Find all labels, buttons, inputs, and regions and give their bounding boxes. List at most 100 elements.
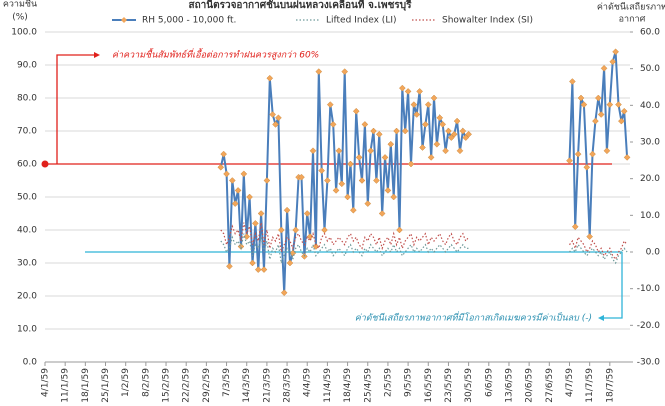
data-marker (217, 163, 225, 171)
x-tick-label: 11/4/59 (323, 368, 333, 403)
data-marker (373, 177, 380, 184)
x-tick-label: 4/7/59 (565, 368, 575, 397)
data-marker (615, 101, 622, 108)
x-tick-label: 25/4/59 (363, 368, 373, 403)
legend-label: Lifted Index (LI) (326, 16, 397, 26)
data-marker (257, 210, 265, 217)
data-marker (439, 121, 447, 128)
data-marker (228, 177, 236, 184)
y2-tick-label: -10.0 (637, 284, 661, 294)
x-tick-label: 18/1/59 (81, 368, 91, 403)
data-marker (580, 101, 588, 108)
data-marker (600, 64, 608, 72)
data-marker (269, 111, 277, 118)
y-tick-label: 50.0 (17, 193, 37, 203)
data-marker (352, 107, 360, 115)
x-tick-label: 8/2/59 (141, 368, 151, 397)
data-marker (318, 167, 326, 174)
y2-tick-label: -20.0 (637, 321, 661, 331)
data-marker (465, 130, 472, 138)
x-tick-label: 23/5/59 (444, 368, 454, 403)
data-marker (338, 180, 346, 188)
data-marker (315, 68, 323, 75)
data-marker (254, 266, 262, 273)
legend-label: Showalter Index (SI) (442, 16, 533, 26)
y-tick-label: 40.0 (17, 226, 37, 236)
data-marker (445, 127, 452, 135)
data-marker (378, 210, 386, 217)
data-marker (396, 226, 403, 234)
data-marker (453, 117, 461, 125)
data-marker (370, 127, 377, 135)
x-tick-label: 11/7/59 (585, 368, 595, 403)
data-marker (347, 160, 354, 168)
x-tick-label: 1/2/59 (121, 368, 131, 397)
y-tick-label: 10.0 (17, 325, 37, 335)
data-marker (586, 233, 594, 240)
data-marker (387, 140, 395, 148)
series-line (220, 222, 628, 261)
data-marker (413, 111, 421, 118)
data-marker (275, 114, 282, 122)
data-marker (277, 226, 285, 234)
data-marker (335, 147, 343, 155)
data-marker (341, 68, 349, 75)
data-marker (393, 127, 400, 135)
data-marker (355, 154, 363, 161)
data-marker (390, 193, 398, 201)
data-marker (260, 266, 268, 273)
arrow-head (94, 52, 100, 58)
data-marker (349, 206, 357, 214)
data-marker (612, 48, 619, 56)
y2-axis-label: ค่าดัชนีเสถียรภาพ (597, 2, 665, 13)
y-tick-label: 90.0 (17, 61, 37, 71)
x-tick-label: 22/2/59 (182, 368, 192, 403)
x-tick-label: 11/1/59 (61, 368, 71, 403)
x-tick-label: 16/5/59 (424, 368, 434, 403)
data-marker (246, 193, 253, 201)
legend-marker (121, 17, 127, 23)
arrow-head (598, 315, 604, 321)
data-marker (416, 88, 423, 95)
data-marker (606, 101, 614, 108)
data-marker (292, 226, 300, 234)
x-tick-label: 15/2/59 (162, 368, 172, 403)
data-marker (620, 107, 628, 115)
y2-tick-label: 0.0 (646, 248, 661, 258)
y-tick-label: 60.0 (17, 160, 37, 170)
x-tick-label: 21/3/59 (262, 368, 272, 403)
x-tick-label: 20/6/59 (525, 368, 535, 403)
data-marker (401, 127, 409, 135)
y-tick-label: 30.0 (17, 259, 37, 269)
data-marker (358, 177, 366, 184)
data-marker (571, 223, 579, 231)
data-marker (367, 147, 374, 155)
data-marker (240, 170, 248, 178)
x-tick-label: 30/5/59 (464, 368, 474, 403)
data-marker (577, 94, 585, 102)
legend-label: RH 5,000 - 10,000 ft. (142, 16, 236, 26)
data-marker (398, 84, 406, 92)
data-marker (266, 74, 274, 82)
data-marker (459, 127, 467, 135)
data-marker (450, 130, 458, 138)
annotation-arrow (56, 54, 96, 164)
data-marker (594, 94, 602, 102)
data-marker (404, 88, 412, 95)
data-marker (407, 160, 415, 168)
data-marker (231, 200, 239, 207)
data-marker (597, 111, 605, 118)
data-marker (430, 94, 438, 102)
x-tick-label: 25/1/59 (101, 368, 111, 403)
data-marker (263, 177, 271, 184)
data-marker (436, 114, 444, 122)
y-tick-label: 0.0 (23, 358, 38, 368)
x-tick-label: 14/3/59 (242, 368, 252, 403)
data-marker (361, 121, 369, 128)
x-tick-label: 28/3/59 (283, 368, 293, 403)
annotation-arrow (602, 252, 623, 319)
data-marker (326, 101, 334, 108)
data-marker (226, 262, 233, 270)
data-marker (283, 206, 291, 214)
data-marker (424, 101, 432, 108)
